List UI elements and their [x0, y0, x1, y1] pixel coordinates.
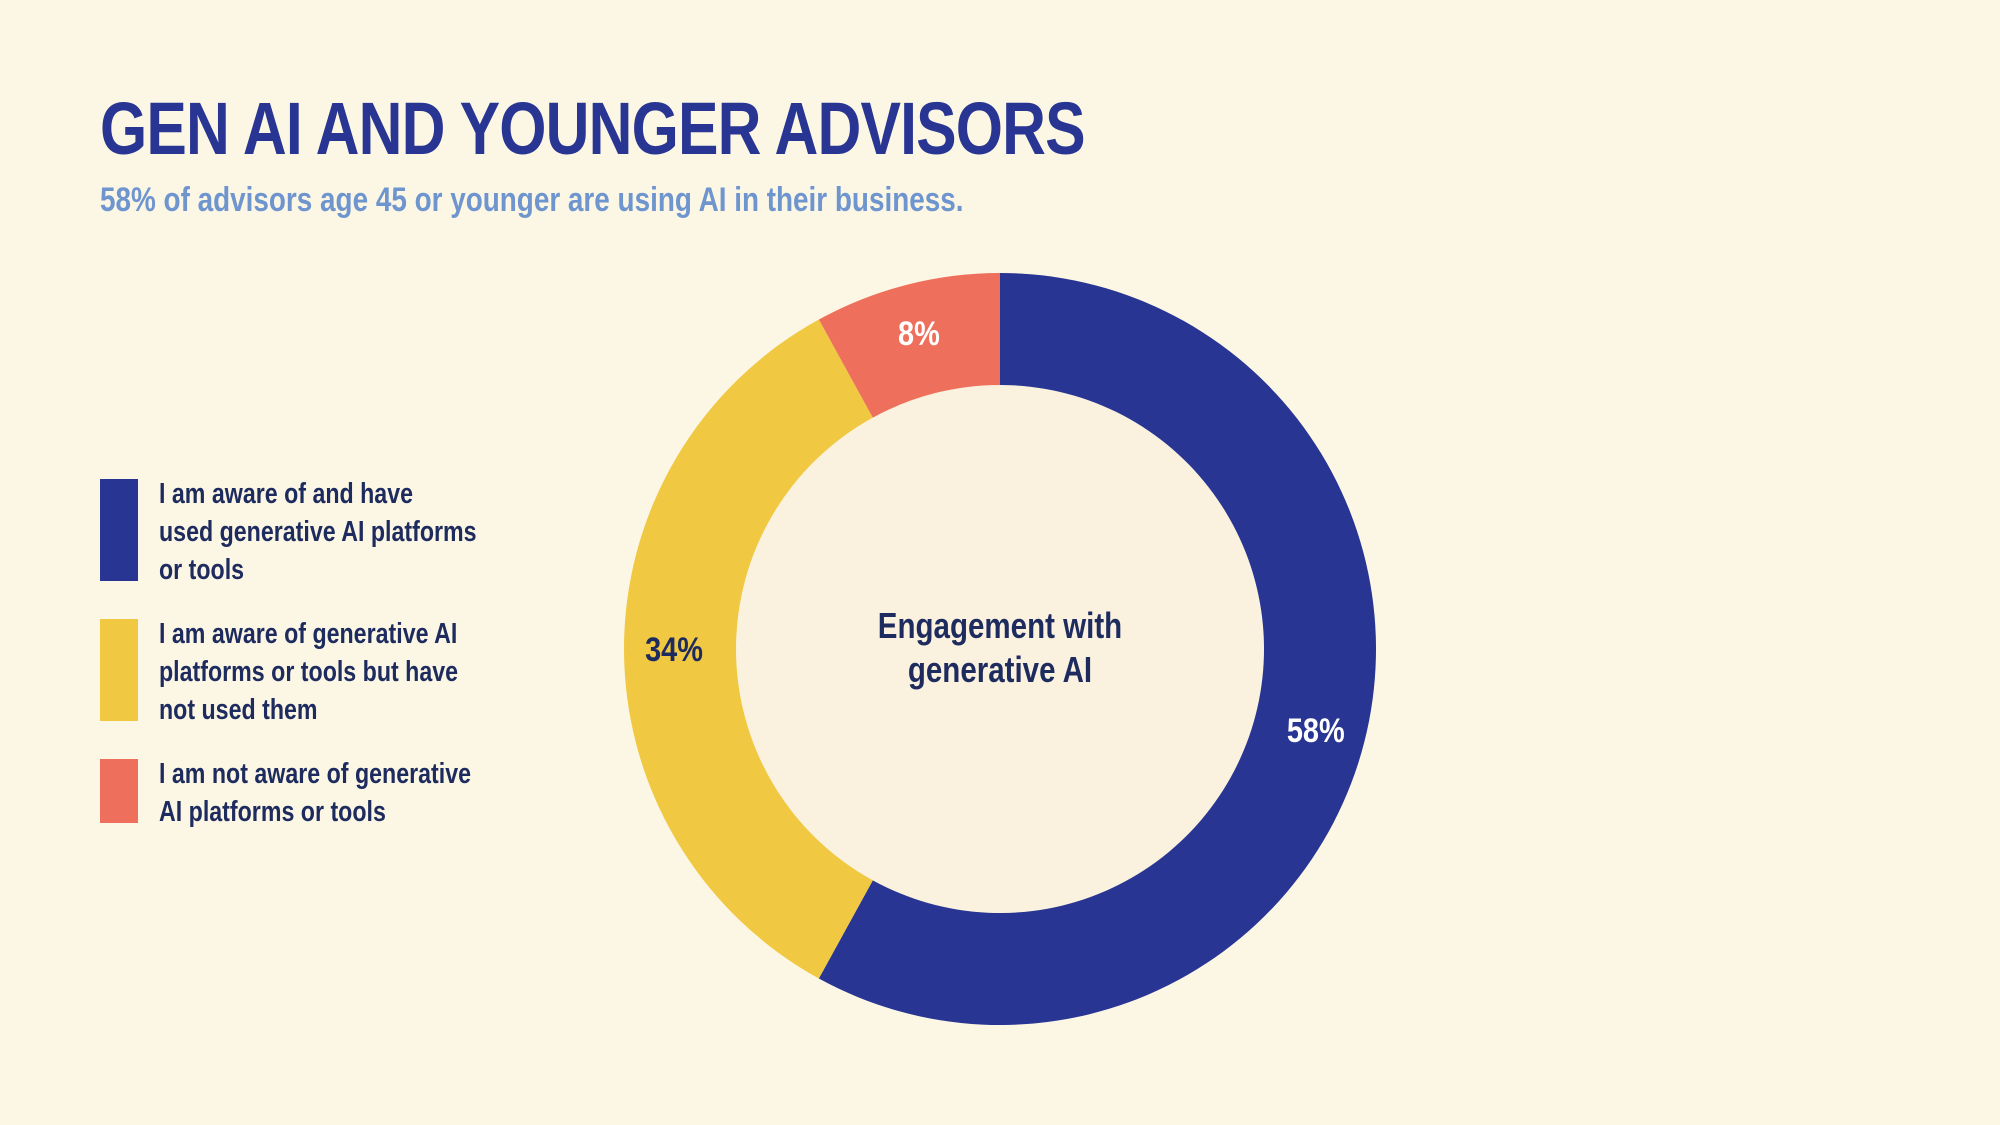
legend-item-used: I am aware of and have used generative A… [100, 475, 520, 615]
donut-value-label-not-aware: 8% [898, 314, 940, 353]
legend-label-not-aware: I am not aware of generative AI platform… [159, 755, 511, 831]
donut-value-label-used: 58% [1287, 711, 1345, 750]
legend-item-not-aware: I am not aware of generative AI platform… [100, 755, 520, 865]
legend-label-line: I am aware of generative AI [159, 618, 458, 650]
chart-legend: I am aware of and have used generative A… [100, 475, 520, 865]
legend-label-line: or tools [159, 554, 245, 586]
legend-label-line: I am aware of and have [159, 478, 414, 510]
page-subtitle: 58% of advisors age 45 or younger are us… [100, 181, 964, 219]
legend-swatch-not-aware [100, 759, 138, 823]
legend-item-aware-not-used: I am aware of generative AI platforms or… [100, 615, 520, 755]
center-label-line-2: generative AI [907, 649, 1093, 690]
legend-label-line: not used them [159, 694, 318, 726]
legend-swatch-aware-not-used [100, 619, 138, 721]
legend-label-line: platforms or tools but have [159, 656, 459, 688]
legend-label-used: I am aware of and have used generative A… [159, 475, 511, 589]
donut-slice-used [818, 273, 1376, 1025]
donut-center-label: Engagement with generative AI [836, 604, 1164, 692]
page-title: GEN AI AND YOUNGER ADVISORS [100, 87, 1086, 170]
donut-slice-not-aware [818, 273, 1000, 418]
legend-label-line: used generative AI platforms [159, 516, 477, 548]
legend-label-aware-not-used: I am aware of generative AI platforms or… [159, 615, 511, 729]
donut-slice-aware-not-used [623, 319, 873, 979]
center-label-line-1: Engagement with [877, 605, 1123, 646]
legend-label-line: I am not aware of generative [159, 758, 472, 790]
legend-swatch-used [100, 479, 138, 581]
donut-center [736, 385, 1264, 913]
donut-value-label-aware-not-used: 34% [645, 630, 703, 669]
legend-label-line: AI platforms or tools [159, 796, 386, 828]
